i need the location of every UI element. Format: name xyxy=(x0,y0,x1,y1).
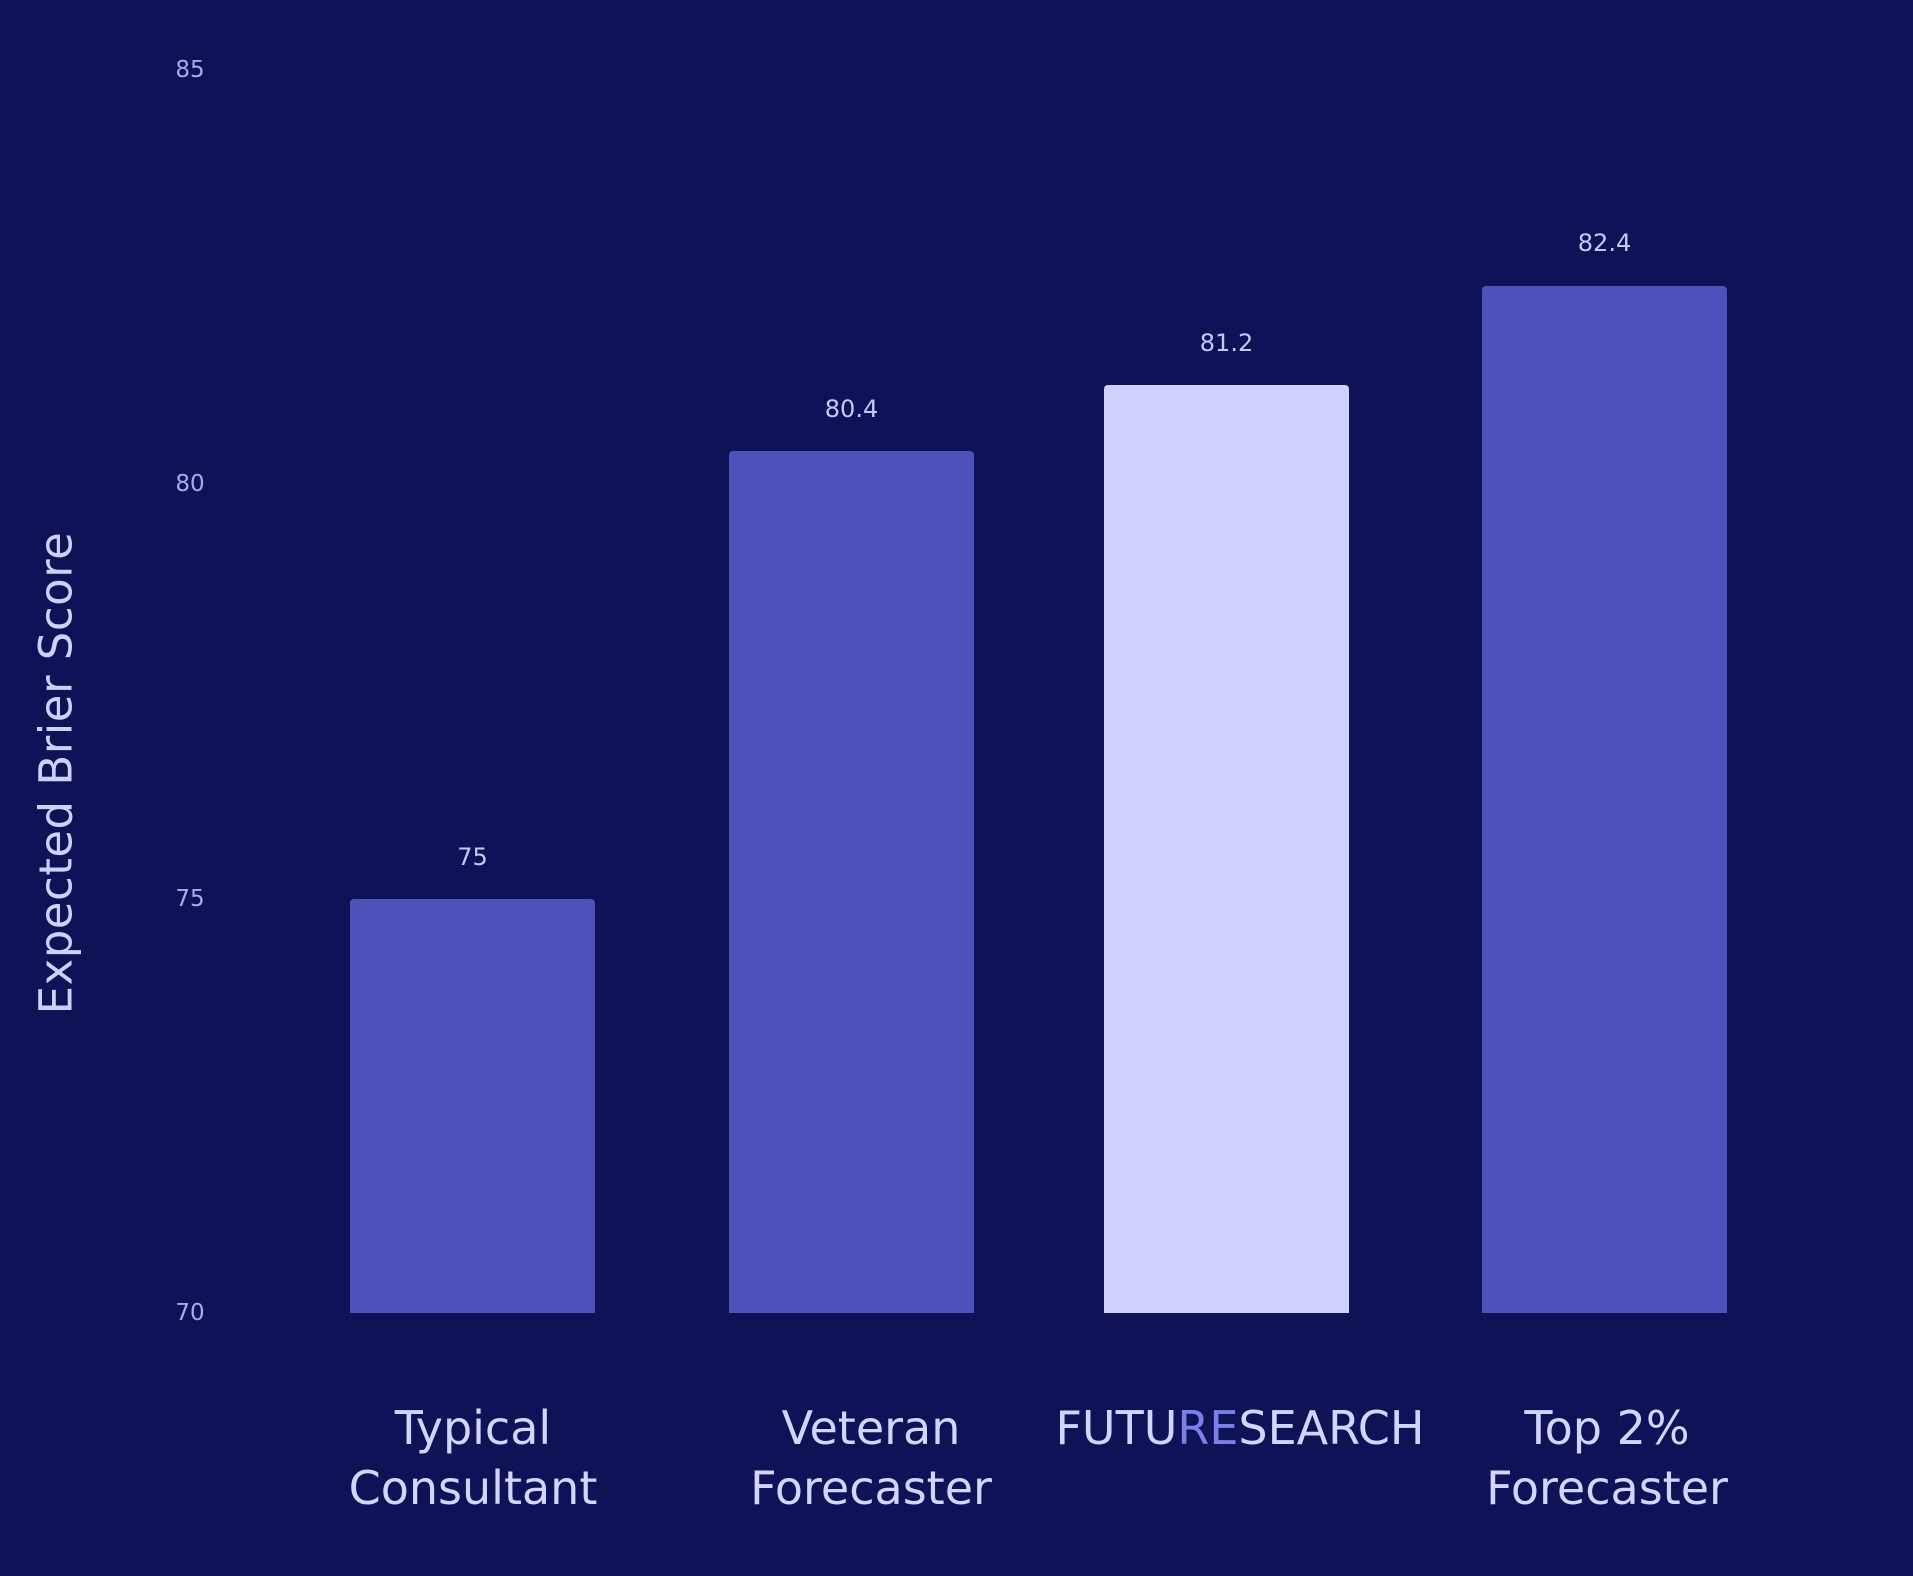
bar-value-label: 81.2 xyxy=(1199,329,1254,357)
category-label-line: Forecaster xyxy=(750,1461,992,1515)
bar-top-2-percent-forecaster xyxy=(1482,286,1727,1313)
category-label-line: Typical xyxy=(394,1401,552,1455)
bar-futuresearch xyxy=(1104,385,1349,1313)
category-label-line: Consultant xyxy=(348,1461,598,1515)
category-label-line: Forecaster xyxy=(1486,1461,1728,1515)
bar-value-label: 80.4 xyxy=(824,395,879,423)
category-label-line: Top 2% xyxy=(1524,1401,1690,1455)
bar-value-label: 82.4 xyxy=(1577,229,1632,257)
y-tick-80: 80 xyxy=(175,471,205,497)
category-label-veteran-forecaster: Veteran Forecaster xyxy=(701,1398,1041,1518)
logo-text-part: SEARCH xyxy=(1238,1401,1425,1455)
category-label-top-2-percent-forecaster: Top 2% Forecaster xyxy=(1437,1398,1777,1518)
y-tick-75: 75 xyxy=(175,886,205,912)
y-tick-85: 85 xyxy=(175,57,205,83)
category-label-typical-consultant: Typical Consultant xyxy=(303,1398,643,1518)
logo-text-accent: RE xyxy=(1177,1401,1239,1455)
bar-veteran-forecaster xyxy=(729,451,974,1313)
bar-value-label: 75 xyxy=(457,843,488,871)
y-axis-label: Expected Brier Score xyxy=(29,531,83,1015)
category-label-futuresearch-logo: FUTURESEARCH xyxy=(1040,1398,1440,1458)
logo-text-part: FUTU xyxy=(1055,1401,1178,1455)
y-tick-70: 70 xyxy=(175,1300,205,1326)
category-label-line: Veteran xyxy=(781,1401,961,1455)
bar-typical-consultant xyxy=(350,899,595,1313)
